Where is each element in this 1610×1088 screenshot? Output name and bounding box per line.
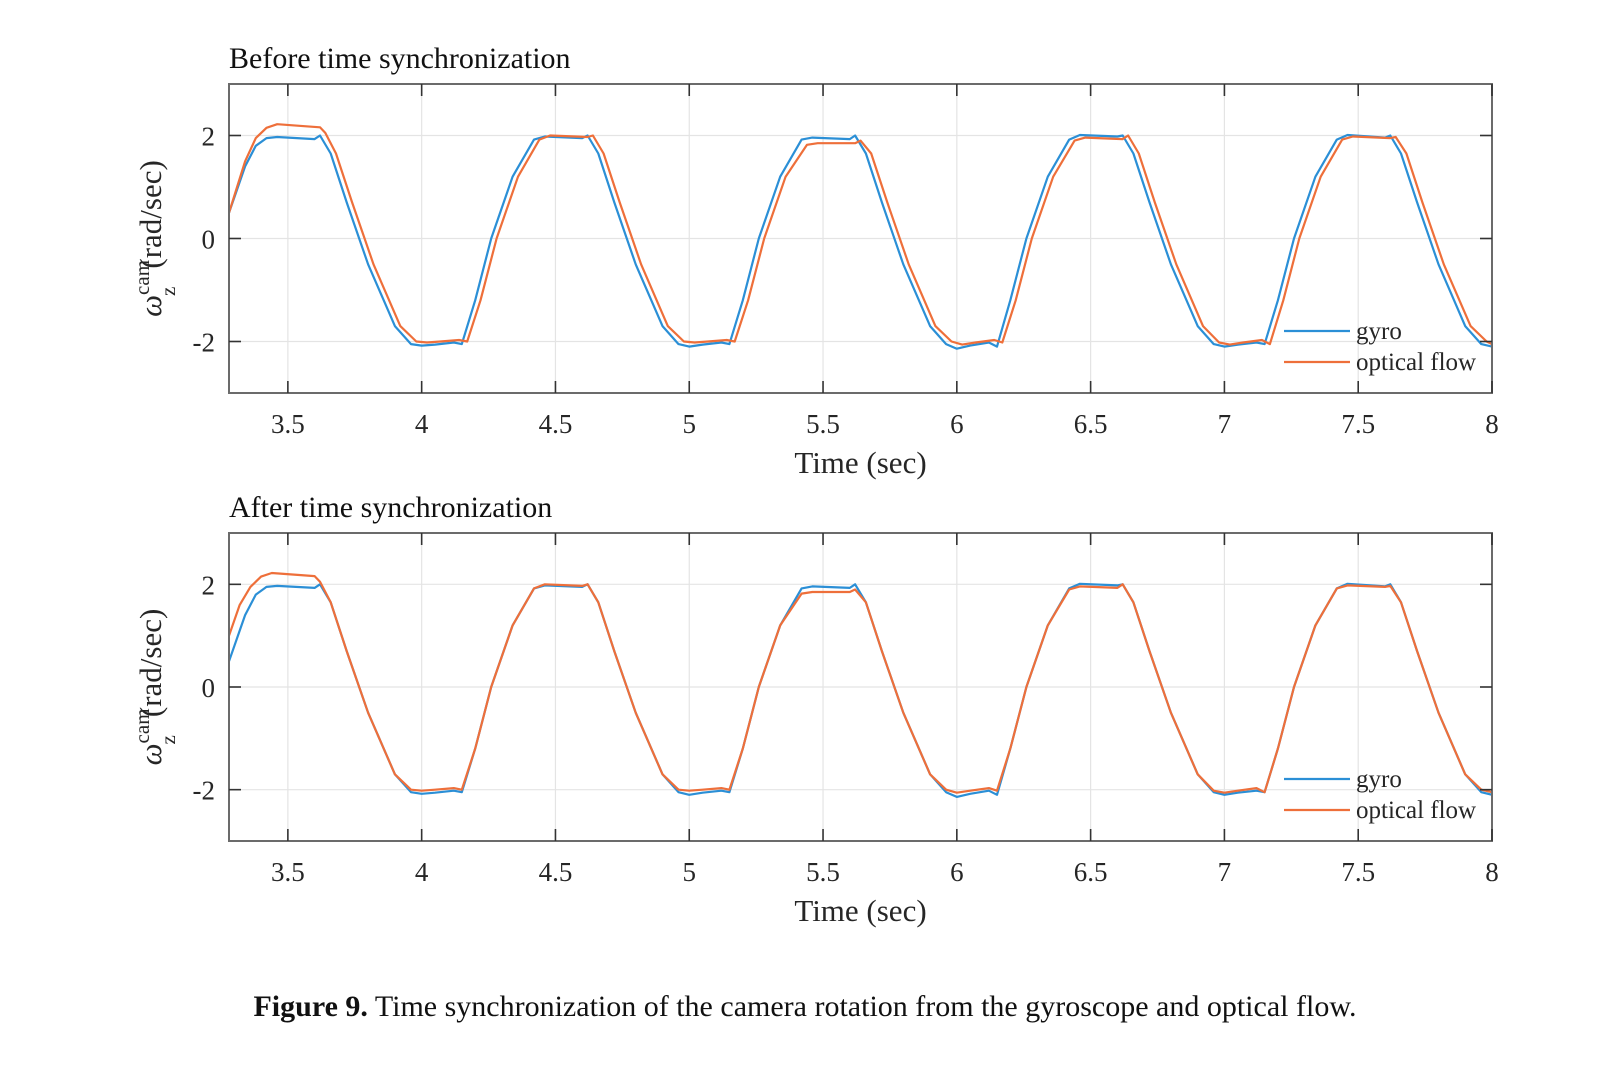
x-tick-label: 5 [682,409,696,439]
y-axis-superscript: cam [130,260,154,295]
legend-label: optical flow [1356,797,1476,824]
caption-label: Figure 9. [253,990,368,1023]
x-tick-label: 6.5 [1074,409,1108,439]
figure-caption: Figure 9. Time synchronization of the ca… [0,990,1610,1024]
series-line-optical-flow [229,123,1492,346]
y-tick-label: 0 [202,225,216,255]
x-tick-label: 6.5 [1074,857,1108,887]
x-tick-label: 4 [415,857,429,887]
x-tick-label: 7.5 [1341,857,1375,887]
x-tick-label: 4 [415,409,429,439]
series-line-gyro [229,582,1492,798]
legend-label: gyro [1356,766,1402,793]
chart-title: After time synchronization [229,491,552,524]
x-tick-label: 5.5 [806,857,840,887]
chart-after-sync: 3.5 4 4.5 5 5.5 6 6.5 7 7.5 8 -2 0 2 After time synch… [130,491,1499,928]
x-tick-label: 3.5 [271,409,305,439]
y-axis-units: (rad/sec) [133,609,168,717]
chart-before-sync: 3.5 4 4.5 5 5.5 6 6.5 7 7.5 8 -2 0 2 Before time sync… [130,42,1499,480]
y-tick-label: 2 [202,122,216,152]
series-line-gyro [229,133,1492,350]
y-axis-superscript: cam [130,708,154,743]
x-tick-label: 7 [1218,409,1232,439]
legend-label: gyro [1356,318,1402,345]
x-axis-label: Time (sec) [794,893,926,928]
x-tick-label: 5 [682,857,696,887]
legend-label: optical flow [1356,349,1476,376]
y-tick-label: -2 [193,776,216,806]
x-tick-label: 5.5 [806,409,840,439]
y-axis-label: ωcamz (rad/sec) [130,609,180,766]
y-tick-label: 2 [202,570,216,600]
x-tick-label: 6 [950,857,964,887]
y-axis-label: ωcamz (rad/sec) [130,160,180,317]
y-axis-subscript: z [156,287,180,296]
x-tick-label: 6 [950,409,964,439]
y-tick-label: 0 [202,673,216,703]
x-tick-label: 7.5 [1341,409,1375,439]
caption-text: Time synchronization of the camera rotat… [367,990,1357,1023]
x-tick-label: 4.5 [539,857,573,887]
y-axis-subscript: z [156,735,180,744]
legend: gyro optical flow [1284,318,1476,376]
series-line-optical-flow [229,571,1492,794]
legend: gyro optical flow [1284,766,1476,824]
x-tick-label: 8 [1485,857,1499,887]
y-tick-label: -2 [193,328,216,358]
y-axis-symbol: ω [133,743,168,765]
chart-title: Before time synchronization [229,42,571,75]
x-tick-label: 3.5 [271,857,305,887]
x-tick-label: 8 [1485,409,1499,439]
x-tick-label: 7 [1218,857,1232,887]
x-tick-label: 4.5 [539,409,573,439]
y-axis-units: (rad/sec) [133,160,168,268]
y-axis-symbol: ω [133,295,168,317]
x-axis-label: Time (sec) [794,445,926,480]
